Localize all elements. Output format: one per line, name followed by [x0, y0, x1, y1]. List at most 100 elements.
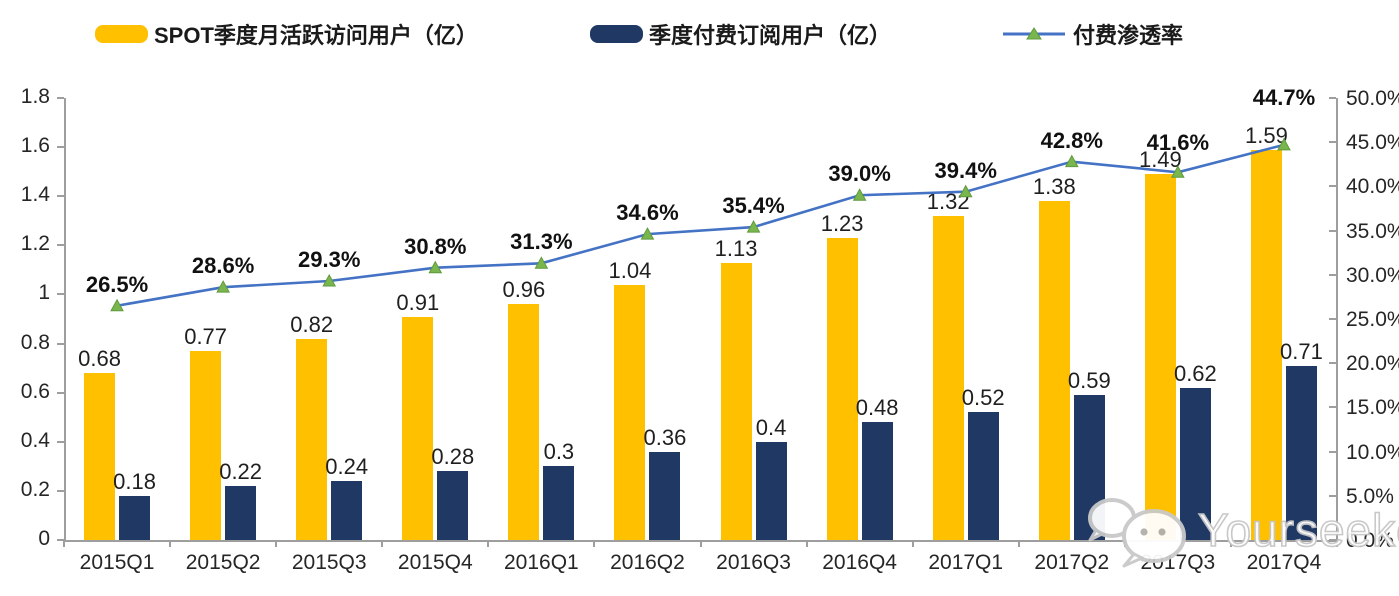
x-axis-tick: [275, 540, 278, 547]
line-marker-triangle: [534, 256, 549, 269]
y-tick-label-right: 10.0%: [1346, 440, 1399, 464]
y-axis-right-tick: [1329, 273, 1336, 276]
penetration-rate-label: 31.3%: [510, 229, 573, 255]
y-axis-right-tick: [1329, 406, 1336, 409]
penetration-rate-label: 44.7%: [1252, 84, 1316, 110]
x-tick-label: 2016Q2: [610, 551, 685, 574]
legend-swatch-mau: [95, 25, 148, 43]
bar-label-mau: 0.77: [184, 323, 228, 349]
x-axis-tick: [381, 540, 384, 547]
penetration-rate-label: 39.0%: [828, 161, 891, 187]
penetration-rate-label: 35.4%: [722, 193, 785, 219]
y-tick-label-left: 1.6: [20, 134, 50, 158]
bar-mau: [84, 373, 116, 540]
x-axis-tick: [1017, 540, 1020, 547]
y-axis-left-tick: [57, 342, 64, 345]
bar-mau: [932, 215, 964, 540]
bar-label-mau: 1.59: [1245, 122, 1288, 148]
y-tick-label-right: 50.0%: [1346, 87, 1399, 110]
bar-label-subscribers: 0.4: [755, 414, 787, 440]
y-tick-label-left: 1: [38, 281, 50, 305]
line-marker-triangle: [1277, 137, 1291, 151]
line-marker-triangle: [216, 280, 230, 293]
legend-item-mau: SPOT季度月活跃访问用户（亿）: [95, 20, 478, 48]
bar-mau: [402, 316, 434, 540]
penetration-rate-label: 34.6%: [616, 200, 679, 226]
legend-item-subs: 季度付费订阅用户（亿）: [590, 20, 891, 48]
line-marker-triangle: [746, 220, 761, 233]
line-marker-triangle: [958, 184, 973, 198]
chart-legend: SPOT季度月活跃访问用户（亿） 季度付费订阅用户（亿） 付费渗透率: [0, 20, 1399, 50]
legend-line-marker-icon: [1003, 27, 1065, 41]
legend-label-subs: 季度付费订阅用户（亿）: [649, 23, 892, 48]
bar-label-subscribers: 0.59: [1067, 368, 1111, 394]
y-axis-left-tick: [57, 195, 64, 198]
penetration-rate-label: 26.5%: [85, 271, 149, 297]
bar-label-subscribers: 0.3: [543, 439, 575, 465]
bar-label-subscribers: 0.62: [1173, 360, 1217, 386]
x-tick-label: 2015Q2: [185, 551, 261, 574]
legend-label-penetration: 付费渗透率: [1073, 23, 1184, 48]
y-axis-left-tick: [57, 244, 64, 247]
y-axis-right-tick: [1329, 229, 1336, 232]
legend-swatch-subs: [590, 25, 643, 43]
line-marker-triangle: [322, 273, 337, 287]
line-marker-triangle: [1171, 165, 1185, 178]
x-tick-label: 2015Q4: [397, 551, 473, 574]
bar-mau: [826, 237, 858, 540]
penetration-rate-line: [110, 137, 1291, 312]
y-tick-label-left: 0.2: [20, 477, 50, 501]
bar-mau: [1038, 201, 1070, 540]
y-tick-label-right: 45.0%: [1346, 131, 1399, 155]
line-marker-triangle: [110, 298, 124, 312]
bar-label-mau: 1.04: [608, 257, 652, 283]
bar-subscribers: [1285, 365, 1317, 540]
y-tick-label-right: 40.0%: [1346, 175, 1399, 199]
x-axis-tick: [1123, 540, 1126, 547]
bar-mau: [1250, 149, 1282, 540]
y-axis-left-tick: [57, 539, 64, 541]
line-marker-triangle: [640, 227, 655, 240]
line-marker-triangle: [428, 260, 443, 274]
x-axis-tick: [699, 540, 702, 547]
bar-label-subscribers: 0.71: [1280, 338, 1323, 364]
penetration-rate-label: 39.4%: [934, 157, 997, 183]
bar-subscribers: [967, 412, 999, 540]
bar-subscribers: [861, 422, 893, 540]
y-axis-right-tick: [1329, 362, 1336, 365]
bar-subscribers: [119, 495, 151, 540]
bar-label-subscribers: 0.18: [113, 468, 156, 494]
x-axis-tick: [169, 540, 172, 547]
bar-label-mau: 0.96: [502, 277, 546, 303]
y-axis-right-tick: [1329, 97, 1336, 99]
bar-mau: [720, 262, 752, 540]
x-tick-label: 2016Q1: [504, 551, 579, 574]
line-marker-triangle: [852, 188, 867, 201]
y-tick-label-right: 15.0%: [1346, 396, 1399, 420]
line-marker-triangle: [1064, 154, 1079, 168]
y-axis-left-tick: [57, 97, 64, 99]
bar-label-mau: 0.82: [290, 311, 334, 337]
y-axis-left-tick: [57, 293, 64, 296]
legend-label-mau: SPOT季度月活跃访问用户（亿）: [154, 23, 478, 48]
y-tick-label-right: 20.0%: [1346, 352, 1399, 376]
bar-label-mau: 0.68: [78, 346, 121, 372]
x-tick-label: 2017Q3: [1140, 551, 1216, 574]
bar-label-subscribers: 0.22: [219, 458, 263, 484]
y-axis-right-tick: [1329, 450, 1336, 453]
bar-label-subscribers: 0.52: [961, 385, 1005, 411]
penetration-rate-label: 42.8%: [1040, 127, 1103, 153]
x-axis-tick: [487, 540, 490, 547]
bar-mau: [1144, 174, 1176, 540]
x-tick-label: 2017Q2: [1034, 551, 1110, 574]
y-axis-right-tick: [1329, 539, 1336, 541]
bar-mau: [296, 338, 328, 540]
y-axis-left-tick: [57, 391, 64, 394]
bar-subscribers: [225, 485, 257, 540]
y-tick-label-left: 1.4: [20, 183, 50, 207]
y-tick-label-right: 30.0%: [1346, 263, 1399, 287]
x-tick-label: 2016Q3: [716, 551, 791, 574]
x-axis-tick: [805, 540, 808, 547]
bar-subscribers: [331, 481, 363, 540]
